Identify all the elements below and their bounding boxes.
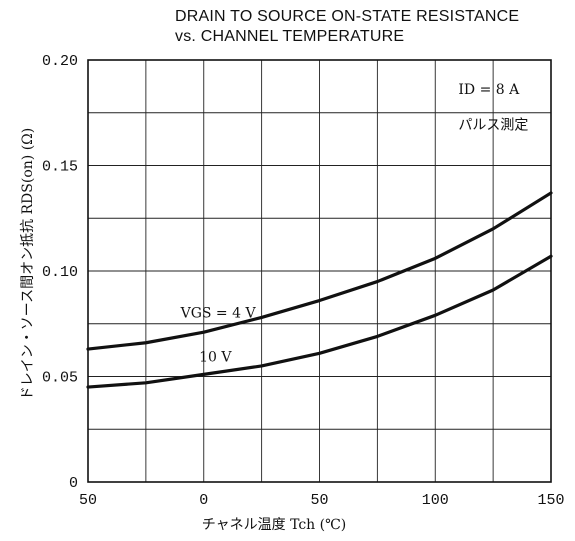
series-line-vgs-4v (86, 191, 553, 351)
x-tick-label: 150 (537, 492, 564, 509)
pulse-measurement-annotation: パルス測定 (458, 118, 528, 134)
series-line-10v (86, 254, 553, 389)
chart-subtitle: vs. CHANNEL TEMPERATURE (175, 28, 404, 45)
series-label-vgs-4v: VGS = 4 V (180, 305, 257, 321)
plot-frame (87, 59, 552, 483)
x-axis-label: チャネル温度 Tch (℃) (202, 517, 346, 533)
x-tick-label: 50 (310, 492, 328, 509)
frame-layer (87, 59, 552, 483)
y-tick-label: 0.05 (42, 370, 78, 387)
y-tick-label: 0.15 (42, 159, 78, 176)
x-tick-label: 50 (79, 492, 97, 509)
y-tick-label: 0.20 (42, 53, 78, 70)
y-tick-label: 0 (69, 475, 78, 492)
x-tick-label: 0 (199, 492, 208, 509)
y-tick-label: 0.10 (42, 264, 78, 281)
drain-current-annotation: ID = 8 A (458, 82, 520, 98)
y-axis-label: ドレイン・ソース間オン抵抗 RDS(on) (Ω) (20, 128, 36, 400)
series-layer (86, 191, 553, 389)
x-tick-label: 100 (422, 492, 449, 509)
chart-title: DRAIN TO SOURCE ON-STATE RESISTANCE (175, 8, 519, 25)
series-label-10v: 10 V (199, 350, 232, 366)
